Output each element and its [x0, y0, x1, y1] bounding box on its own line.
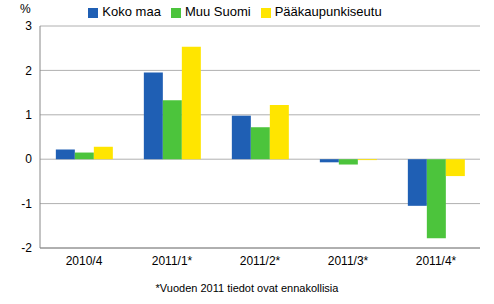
svg-text:2011/4*: 2011/4* — [416, 254, 457, 268]
svg-text:2: 2 — [25, 64, 32, 78]
svg-text:2011/3*: 2011/3* — [328, 254, 369, 268]
svg-text:-2: -2 — [21, 241, 32, 255]
html-text:Muu Suomi: Muu Suomi — [184, 4, 251, 19]
svg-text:2011/1*: 2011/1* — [152, 254, 193, 268]
svg-text:-1: -1 — [21, 197, 32, 211]
html-text:Koko maa: Koko maa — [102, 4, 161, 19]
svg-text:2010/4: 2010/4 — [66, 254, 103, 268]
svg-text:0: 0 — [25, 152, 32, 166]
svg-text:2011/2*: 2011/2* — [240, 254, 281, 268]
svg-text:1: 1 — [25, 108, 32, 122]
html-text:Pääkaupunkiseutu: Pääkaupunkiseutu — [274, 4, 382, 19]
html-text:*Vuoden 2011 tiedot ovat ennak: *Vuoden 2011 tiedot ovat ennakollisia — [155, 282, 339, 294]
svg-text:3: 3 — [25, 19, 32, 33]
